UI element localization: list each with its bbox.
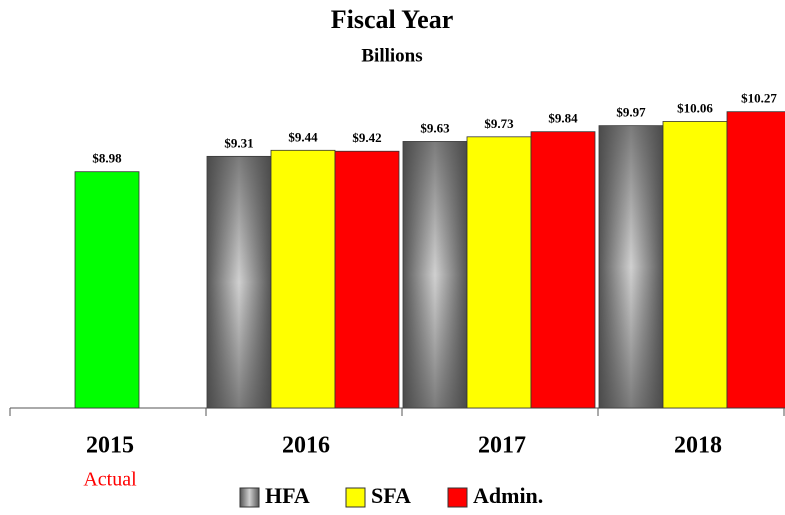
legend-swatch: [345, 487, 366, 508]
bar: [334, 150, 400, 409]
legend-swatch: [447, 487, 468, 508]
value-label: $9.73: [484, 116, 514, 131]
bar: [530, 131, 596, 409]
value-label: $9.63: [420, 120, 450, 135]
x-tick-label: 2016: [282, 433, 330, 459]
value-label: $9.44: [288, 129, 318, 144]
category-note: Actual: [83, 469, 137, 491]
bar: [270, 149, 336, 409]
x-tick-label: 2017: [478, 433, 526, 459]
bar-shade: [599, 125, 663, 409]
chart-title: Fiscal Year: [331, 5, 454, 34]
legend-swatch: [239, 487, 260, 508]
value-label: $9.31: [224, 135, 253, 150]
bar: [74, 171, 140, 409]
value-label: $10.06: [677, 100, 713, 115]
bar-shade: [207, 156, 271, 408]
bar: [466, 136, 532, 409]
bar: [662, 121, 728, 409]
bar: [726, 111, 785, 409]
legend-label: SFA: [371, 483, 411, 508]
value-label: $10.27: [741, 91, 777, 106]
x-tick-label: 2015: [86, 433, 134, 459]
legend-label: Admin.: [473, 483, 543, 508]
chart-subtitle: Billions: [361, 45, 422, 66]
value-label: $8.98: [92, 151, 122, 166]
x-tick-label: 2018: [674, 433, 722, 459]
legend-label: HFA: [265, 483, 310, 508]
value-label: $9.84: [548, 111, 578, 126]
bar-shade: [403, 141, 467, 408]
value-label: $9.97: [616, 105, 646, 120]
value-label: $9.42: [352, 130, 381, 145]
